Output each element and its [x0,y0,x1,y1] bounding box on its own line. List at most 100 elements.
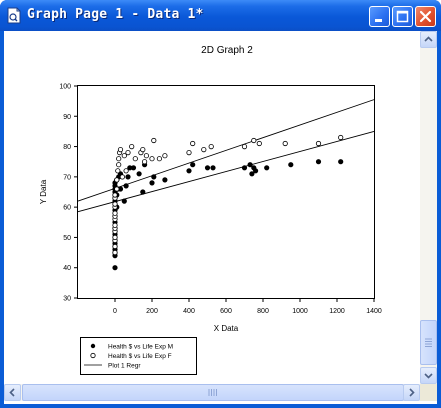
y-tick-label: 80 [63,144,71,151]
vertical-scroll-thumb[interactable] [420,320,437,365]
y-axis: 30 40 50 60 70 80 90 100 [59,84,78,303]
scroll-up-button[interactable] [420,31,437,48]
scatter-chart: 2D Graph 2 30 40 50 60 70 80 90 100 0 200 400 600 8… [39,45,382,375]
legend-marker-f [90,352,96,359]
close-button[interactable] [415,6,436,27]
legend: Health $ vs Life Exp M Health $ vs Life … [80,337,197,375]
data-point-f [123,168,129,174]
x-tick-label: 800 [257,308,269,315]
data-point-f [251,137,257,144]
data-point-m [130,165,137,171]
data-point-f [132,156,138,162]
data-point-f [116,156,122,162]
x-tick-label: 1200 [329,308,345,315]
vertical-scrollbar[interactable] [420,31,437,384]
y-tick-label: 40 [63,265,71,272]
data-point-m [121,198,127,204]
legend-label-f: Health $ vs Life Exp F [108,353,172,360]
horizontal-scroll-thumb[interactable] [22,384,404,401]
data-point-m [249,171,255,177]
data-point-m [136,171,142,177]
regression-line [77,130,375,213]
data-point-m [315,159,322,165]
x-tick-label: 0 [113,308,117,315]
data-point-f [119,174,126,180]
data-point-m [338,159,344,165]
data-points [112,134,344,271]
arrow-down-icon [424,373,433,379]
data-point-f [143,153,149,159]
data-point-f [162,153,168,159]
scroll-right-button[interactable] [403,384,420,401]
data-point-f [112,192,118,198]
data-point-f [121,153,127,159]
y-axis-label: Y Data [39,179,48,204]
data-point-f [112,250,118,256]
data-point-m [112,265,118,271]
data-point-m [288,162,294,168]
data-point-f [149,156,155,162]
data-point-m [264,165,270,171]
data-point-m [140,189,146,195]
x-tick-label: 600 [220,308,232,315]
data-point-m [125,174,131,180]
arrow-right-icon [409,388,415,397]
y-tick-label: 50 [63,235,71,242]
arrow-up-icon [424,36,433,42]
data-point-f [117,147,124,153]
data-point-f [201,147,207,153]
graph-page[interactable]: 2D Graph 2 30 40 50 60 70 80 90 100 0 200 400 600 8… [4,31,420,384]
legend-label-regr: Plot 1 Regr [108,363,141,370]
maximize-icon [396,10,409,23]
legend-box [80,337,197,375]
data-point-f [112,201,118,207]
close-icon [419,10,432,23]
data-point-f [114,177,120,183]
horizontal-scrollbar[interactable] [4,384,420,401]
y-tick-label: 90 [63,114,71,121]
data-point-f [112,222,118,228]
data-point-m [253,168,259,174]
scroll-down-button[interactable] [420,367,437,384]
data-point-f [241,144,248,150]
data-point-f [112,234,118,240]
data-point-f [156,156,162,162]
data-point-m [149,180,155,186]
data-point-m [210,165,216,171]
data-point-f [190,140,196,147]
y-tick-label: 60 [63,205,71,212]
data-point-m [204,165,211,171]
data-point-f [282,140,288,147]
data-point-f [208,144,214,150]
data-point-f [142,159,148,165]
legend-marker-m [90,343,96,349]
data-point-f [140,147,146,153]
data-point-m [151,174,157,180]
data-point-f [129,144,135,150]
legend-label-m: Health $ vs Life Exp M [108,344,173,351]
x-axis: 0 200 400 600 800 1000 1200 1400 [113,298,382,315]
grip-icon [208,389,217,396]
window-title: Graph Page 1 - Data 1* [27,7,204,22]
data-point-f [115,168,121,174]
x-tick-label: 1000 [292,308,308,315]
arrow-left-icon [9,388,15,397]
data-point-f [338,134,344,141]
data-point-f [256,140,262,147]
data-point-f [186,150,192,156]
maximize-button[interactable] [392,6,413,27]
y-tick-label: 30 [63,296,71,303]
scroll-left-button[interactable] [4,384,21,401]
minimize-button[interactable] [369,6,390,27]
scrollbar-corner [420,384,437,401]
data-point-f [112,210,118,216]
x-axis-label: X Data [214,324,239,333]
y-tick-label: 100 [59,84,71,91]
data-point-m [123,183,129,189]
minimize-icon [375,19,382,22]
chart-title: 2D Graph 2 [201,45,253,56]
data-point-m [190,162,196,168]
title-bar[interactable]: Graph Page 1 - Data 1* [0,0,441,31]
data-point-f [151,137,157,144]
